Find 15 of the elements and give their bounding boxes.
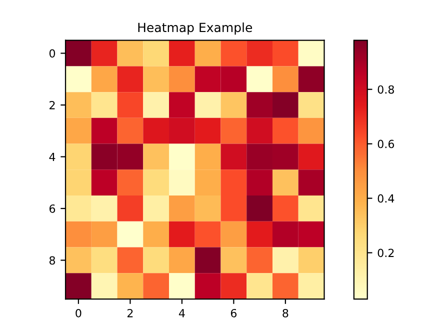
x-tick-label: 8 bbox=[282, 308, 288, 318]
x-tick-label: 2 bbox=[127, 308, 133, 318]
color-bar-label: 0.8 bbox=[378, 85, 394, 94]
x-tick-label: 6 bbox=[230, 308, 237, 318]
color-bar-label: 0.4 bbox=[378, 194, 394, 203]
y-tick-label: 4 bbox=[49, 152, 56, 161]
color-bar-label: 0.2 bbox=[378, 248, 394, 258]
y-tick-label: 2 bbox=[50, 100, 55, 110]
y-tick-label: 0 bbox=[49, 49, 56, 58]
color-bar-label: 0.6 bbox=[378, 140, 394, 148]
y-tick-label: 8 bbox=[49, 256, 56, 265]
chart-title: Heatmap Example bbox=[138, 22, 252, 35]
x-tick-label: 4 bbox=[178, 309, 185, 318]
y-tick-label: 6 bbox=[50, 204, 56, 213]
x-tick-label: 0 bbox=[76, 308, 82, 318]
